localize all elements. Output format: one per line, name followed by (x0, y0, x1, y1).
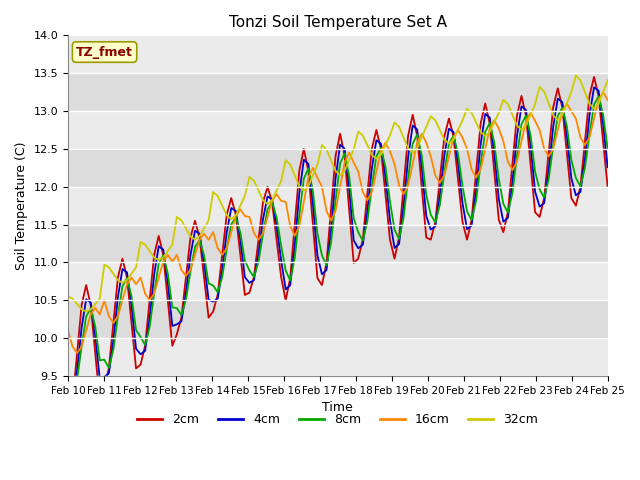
Bar (68, 149, 607, 187)
Legend: 2cm, 4cm, 8cm, 16cm, 32cm: 2cm, 4cm, 8cm, 16cm, 32cm (132, 408, 543, 431)
Bar (68, 36, 607, 73)
Bar (68, 225, 607, 263)
Bar (68, 263, 607, 300)
Bar (68, 73, 607, 111)
Title: Tonzi Soil Temperature Set A: Tonzi Soil Temperature Set A (229, 15, 447, 30)
Bar (68, 111, 607, 149)
Y-axis label: Soil Temperature (C): Soil Temperature (C) (15, 142, 28, 270)
Bar (68, 338, 607, 376)
X-axis label: Time: Time (323, 401, 353, 414)
Text: TZ_fmet: TZ_fmet (76, 46, 133, 59)
Bar (68, 187, 607, 225)
Bar (68, 300, 607, 338)
